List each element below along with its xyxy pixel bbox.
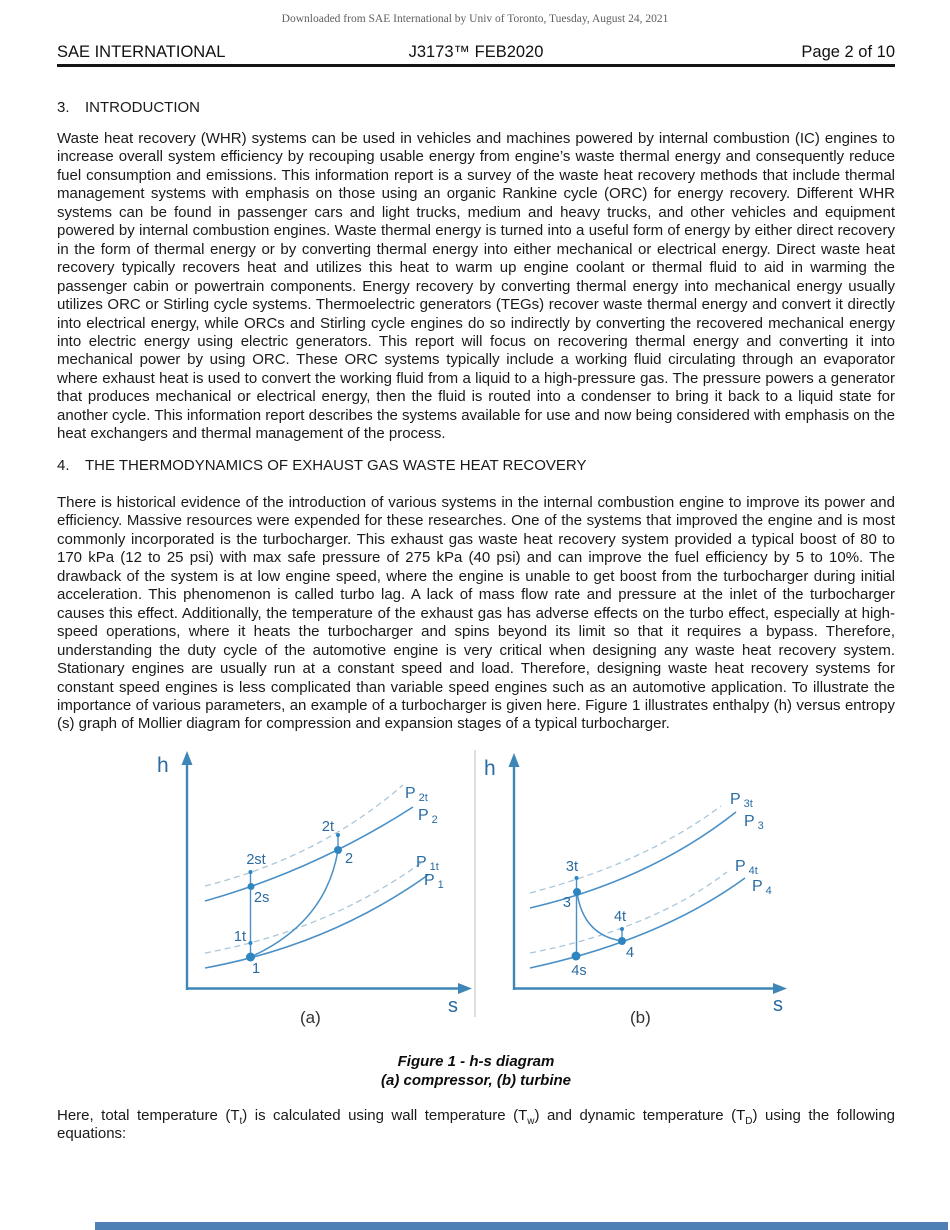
point-4t [620, 927, 624, 931]
label-isobar-p1t: P 1t [416, 854, 439, 873]
header-page-number: Page 2 of 10 [801, 43, 895, 61]
point-4s [571, 951, 581, 961]
label-point-3: 3 [563, 895, 571, 911]
isobar-p3-curve [529, 811, 737, 909]
s-axis-arrow-icon [773, 983, 787, 994]
isobar-p4t-curve [529, 871, 728, 954]
point-4 [618, 937, 626, 945]
label-point-2t: 2t [322, 819, 334, 835]
header-organization: SAE INTERNATIONAL [57, 43, 226, 61]
h-axis-arrow-icon [508, 753, 520, 767]
point-2t [336, 833, 340, 837]
label-point-4: 4 [626, 945, 634, 961]
point-3t [574, 876, 579, 880]
point-1t [248, 941, 253, 945]
isobar-p1-curve [204, 874, 429, 969]
figure-caption-line2: (a) compressor, (b) turbine [380, 1071, 572, 1089]
closing-text-2: ) is calculated using wall temperature (… [242, 1107, 528, 1124]
introduction-paragraph: Waste heat recovery (WHR) systems can be… [57, 130, 895, 443]
header-document-number: J3173™ FEB2020 [408, 43, 544, 61]
header-rule [57, 64, 895, 67]
isobar-p2t-curve [204, 784, 404, 887]
figure-caption-line1: Figure 1 - h-s diagram [397, 1053, 555, 1070]
section-4-title: THE THERMODYNAMICS OF EXHAUST GAS WASTE … [85, 457, 587, 474]
closing-text-1: Here, total temperature (T [57, 1107, 240, 1124]
point-3 [573, 888, 581, 896]
subscript-w: w [527, 1116, 535, 1127]
page-header: SAE INTERNATIONAL J3173™ FEB2020 Page 2 … [57, 43, 895, 62]
subscript-d: D [745, 1116, 753, 1127]
isobar-p3t-curve [529, 805, 722, 894]
point-2 [334, 846, 342, 854]
h-axis-arrow-icon [181, 751, 193, 765]
actual-expansion-curve-3-4 [576, 891, 623, 942]
section-3-heading: 3. INTRODUCTION [57, 99, 895, 116]
section-3-title: INTRODUCTION [85, 99, 200, 116]
isobar-p4-curve [529, 877, 746, 969]
label-isobar-p3t: P 3t [730, 791, 753, 810]
label-point-1: 1 [252, 961, 260, 977]
section-4-heading: 4. THE THERMODYNAMICS OF EXHAUST GAS WAST… [57, 457, 895, 474]
closing-text-3: ) and dynamic temperature (T [534, 1107, 746, 1124]
panel-a-label: (a) [300, 1008, 321, 1027]
axis-label-h: h [157, 754, 169, 777]
axis-label-h: h [484, 757, 496, 780]
point-2st [248, 870, 253, 874]
axis-label-s: s [773, 994, 783, 1016]
closing-text-4: ) using the following equations: [57, 1107, 896, 1143]
label-point-2s: 2s [254, 890, 269, 906]
label-point-2: 2 [345, 851, 353, 867]
isobar-p1t-curve [204, 859, 426, 954]
point-1 [246, 952, 255, 962]
label-point-3t: 3t [566, 859, 578, 875]
panel-b-label: (b) [630, 1008, 651, 1027]
s-axis-arrow-icon [458, 983, 472, 994]
label-point-4s: 4s [571, 963, 586, 979]
panel-a-compressor: h s 1 1t 2s 2st 2 2t [157, 751, 472, 1027]
subscript-t: t [239, 1116, 243, 1127]
actual-compression-curve-1-2 [250, 849, 339, 958]
figure-1-hs-diagram: h s 1 1t 2s 2st 2 2t [157, 750, 787, 1027]
bottom-blue-bar [95, 1222, 948, 1230]
download-notice: Downloaded from SAE International by Uni… [281, 13, 669, 25]
label-point-2st: 2st [246, 852, 265, 868]
label-isobar-p4t: P 4t [735, 858, 758, 877]
label-point-4t: 4t [614, 909, 626, 925]
isobar-p2-curve [204, 806, 414, 902]
axis-label-s: s [448, 995, 458, 1017]
section-4-number: 4. [57, 457, 70, 474]
thermodynamics-paragraph: There is historical evidence of the intr… [57, 494, 895, 733]
label-isobar-p2t: P 2t [405, 785, 428, 804]
closing-paragraph: Here, total temperature (Tt) is calculat… [57, 1107, 895, 1144]
label-point-1t: 1t [234, 929, 246, 945]
figure-caption: Figure 1 - h-s diagram (a) compressor, (… [57, 1053, 895, 1090]
section-3-number: 3. [57, 99, 70, 116]
point-2s [247, 883, 255, 890]
